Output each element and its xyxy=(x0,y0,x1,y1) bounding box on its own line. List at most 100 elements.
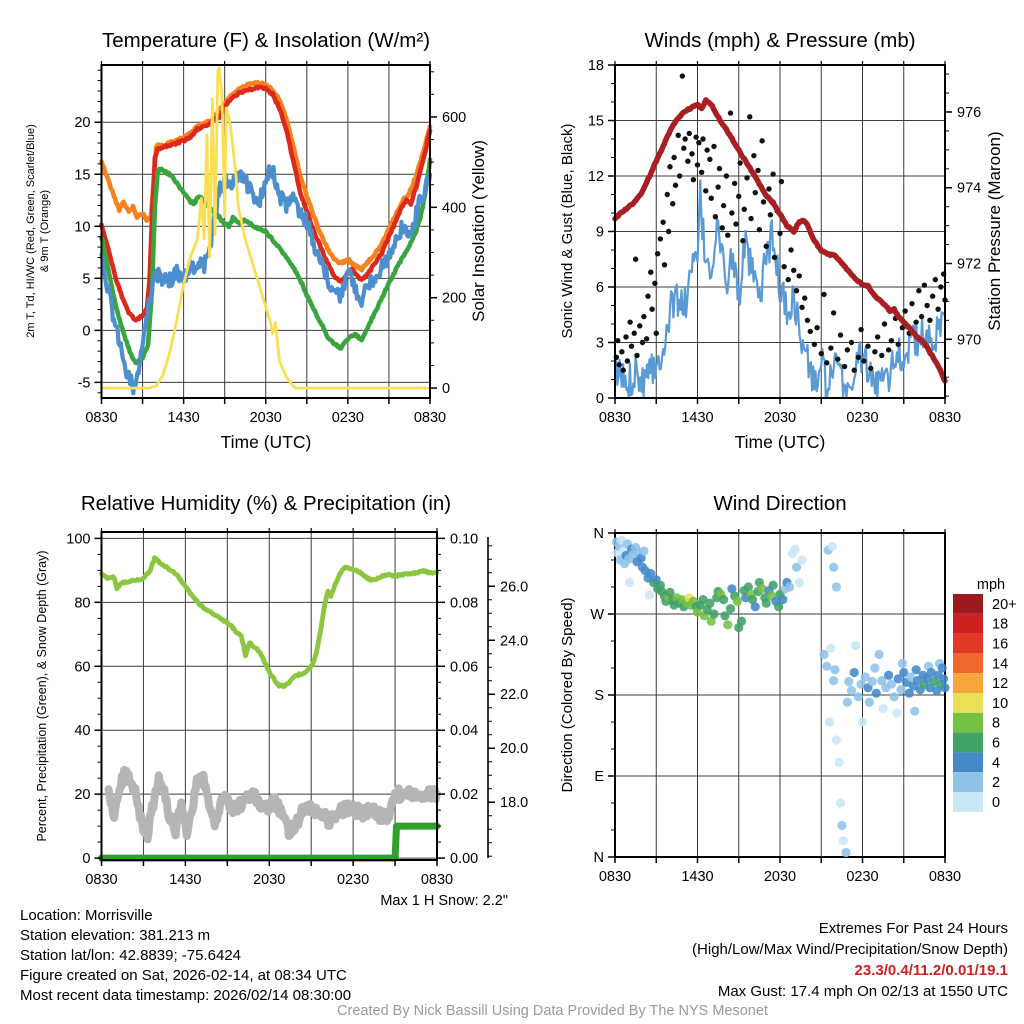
chart4-ylabel-left: Direction (Colored By Speed) xyxy=(559,597,576,792)
figure-created: Figure created on Sat, 2026-02-14, at 08… xyxy=(20,967,347,984)
svg-text:60: 60 xyxy=(74,659,90,675)
svg-text:10: 10 xyxy=(74,219,90,235)
svg-text:4: 4 xyxy=(992,755,1000,771)
svg-text:S: S xyxy=(594,688,604,704)
svg-text:W: W xyxy=(590,607,604,623)
extremes-values: 23.3/0.4/11.2/0.01/19.1 xyxy=(854,962,1008,979)
2m-temp-red xyxy=(99,84,433,323)
svg-text:0.00: 0.00 xyxy=(450,851,478,867)
chart-wind-direction: Wind Direction Direction (Colored By Spe… xyxy=(559,492,1017,885)
svg-text:0230: 0230 xyxy=(846,869,878,885)
svg-text:0830: 0830 xyxy=(421,872,453,888)
svg-text:80: 80 xyxy=(74,595,90,611)
chart4-title: Wind Direction xyxy=(713,492,846,515)
station-location: Location: Morrisville xyxy=(20,907,153,924)
svg-text:15: 15 xyxy=(588,114,604,130)
svg-text:0830: 0830 xyxy=(599,869,631,885)
chart1-title: Temperature (F) & Insolation (W/m²) xyxy=(102,29,430,52)
svg-text:5: 5 xyxy=(82,271,90,287)
svg-text:0230: 0230 xyxy=(337,872,369,888)
chart4-plot-area: 0830 1430 2030 0230 0830 N W S E N xyxy=(590,526,961,885)
precipitation-darkgreen xyxy=(98,822,441,862)
max-gust-line: Max Gust: 17.4 mph On 02/13 at 1550 UTC xyxy=(717,983,1008,1000)
svg-text:970: 970 xyxy=(957,332,981,348)
svg-text:972: 972 xyxy=(957,257,981,273)
svg-text:2030: 2030 xyxy=(250,410,282,426)
svg-text:0830: 0830 xyxy=(599,410,631,426)
svg-text:0.10: 0.10 xyxy=(450,531,478,547)
svg-text:1430: 1430 xyxy=(681,869,713,885)
svg-text:0830: 0830 xyxy=(85,410,117,426)
svg-text:20: 20 xyxy=(74,787,90,803)
extremes-title: Extremes For Past 24 Hours xyxy=(818,920,1008,937)
colorbar-title: mph xyxy=(977,577,1005,593)
chart1-ylabel-right: Solar Insolation (Yellow) xyxy=(469,140,488,322)
chart1-ylabel-left-line1: 2m T, Td, HI/WC (Red, Green, Scarlet/Blu… xyxy=(25,124,37,338)
windchill-blue xyxy=(99,164,433,396)
pressure-maroon xyxy=(612,97,948,384)
chart2-ylabel-left: Sonic Wind & Gust (Blue, Black) xyxy=(559,123,576,338)
svg-text:18: 18 xyxy=(588,58,604,74)
svg-text:0830: 0830 xyxy=(85,872,117,888)
chart2-title: Winds (mph) & Pressure (mb) xyxy=(644,29,915,52)
svg-text:100: 100 xyxy=(66,531,90,547)
svg-text:-5: -5 xyxy=(78,375,91,391)
svg-text:0830: 0830 xyxy=(929,410,961,426)
station-elevation: Station elevation: 381.213 m xyxy=(20,927,211,944)
svg-text:0230: 0230 xyxy=(846,410,878,426)
insolation-yellow xyxy=(100,65,432,390)
svg-text:1430: 1430 xyxy=(169,872,201,888)
svg-text:N: N xyxy=(594,850,604,866)
svg-text:14: 14 xyxy=(992,656,1008,672)
snow-depth-gray xyxy=(104,765,441,844)
chart3-annotation-max-snow: Max 1 H Snow: 2.2" xyxy=(380,893,508,909)
svg-text:2030: 2030 xyxy=(253,872,285,888)
extremes-block: Extremes For Past 24 Hours (High/Low/Max… xyxy=(692,918,1008,1002)
svg-text:6: 6 xyxy=(596,280,604,296)
chart3-ylabel-left: Percent, Precipitation (Green), & Snow D… xyxy=(35,550,49,841)
svg-text:3: 3 xyxy=(596,336,604,352)
svg-text:0.06: 0.06 xyxy=(450,659,478,675)
chart-temperature-insolation: Temperature (F) & Insolation (W/m²) 2m T… xyxy=(25,29,488,452)
chart2-xlabel: Time (UTC) xyxy=(735,432,826,452)
svg-text:976: 976 xyxy=(957,105,981,121)
svg-text:0: 0 xyxy=(992,795,1000,811)
svg-text:400: 400 xyxy=(442,200,466,216)
credit-line: Created By Nick Bassill Using Data Provi… xyxy=(337,1003,768,1019)
svg-text:N: N xyxy=(594,526,604,542)
svg-text:10: 10 xyxy=(992,696,1008,712)
svg-text:40: 40 xyxy=(74,723,90,739)
svg-text:9: 9 xyxy=(596,225,604,241)
svg-text:2: 2 xyxy=(992,775,1000,791)
svg-text:600: 600 xyxy=(442,110,466,126)
svg-text:200: 200 xyxy=(442,291,466,307)
svg-text:0.02: 0.02 xyxy=(450,787,478,803)
svg-text:1430: 1430 xyxy=(167,410,199,426)
svg-text:18: 18 xyxy=(992,617,1008,633)
svg-text:0230: 0230 xyxy=(332,410,364,426)
chart-winds-pressure: Winds (mph) & Pressure (mb) Sonic Wind &… xyxy=(559,29,1004,452)
station-info-block: Location: Morrisville Station elevation:… xyxy=(20,906,351,1006)
svg-text:974: 974 xyxy=(957,181,981,197)
svg-text:0830: 0830 xyxy=(414,410,446,426)
svg-text:6: 6 xyxy=(992,736,1000,752)
chart2-ylabel-right: Station Pressure (Maroon) xyxy=(985,131,1004,330)
station-latlon: Station lat/lon: 42.8839; -75.6424 xyxy=(20,947,242,964)
svg-text:2030: 2030 xyxy=(764,869,796,885)
svg-text:0: 0 xyxy=(442,381,450,397)
svg-text:0: 0 xyxy=(596,391,604,407)
svg-text:15: 15 xyxy=(74,167,90,183)
svg-text:24.0: 24.0 xyxy=(500,633,528,649)
svg-text:8: 8 xyxy=(992,716,1000,732)
svg-text:0: 0 xyxy=(82,851,90,867)
speed-colorbar: 20+ 18 16 14 12 10 8 6 4 2 0 xyxy=(953,594,1017,812)
svg-text:0830: 0830 xyxy=(929,869,961,885)
svg-text:20: 20 xyxy=(74,115,90,131)
svg-text:18.0: 18.0 xyxy=(500,795,528,811)
chart1-ylabel-left-line2: & 9m T (Orange) xyxy=(39,190,51,272)
extremes-subtitle: (High/Low/Max Wind/Precipitation/Snow De… xyxy=(692,941,1008,958)
chart1-xlabel: Time (UTC) xyxy=(221,432,312,452)
svg-text:1430: 1430 xyxy=(681,410,713,426)
